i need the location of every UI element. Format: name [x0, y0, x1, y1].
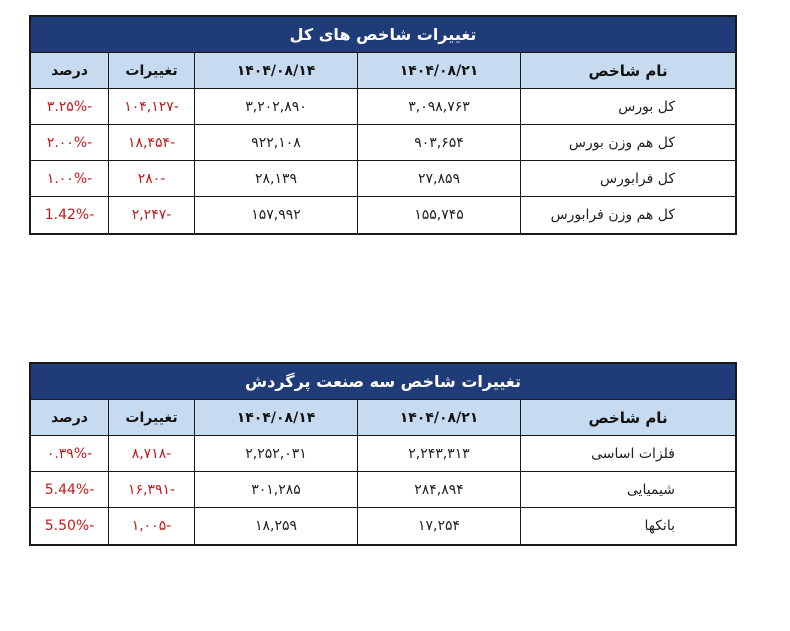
percent-value: -۳.۲۵%: [46, 98, 93, 115]
change-value: -۱۸,۴۵۴: [108, 125, 194, 160]
change-value: -۸,۷۱۸: [108, 436, 194, 471]
percent-value: -۲.۰۰%: [46, 134, 93, 151]
header-date-1: ۱۴۰۴/۰۸/۲۱: [357, 53, 520, 88]
percent-value: -۱.۰۰%: [46, 170, 93, 187]
table-row: کل بورس ۳,۰۹۸,۷۶۳ ۳,۲۰۲,۸۹۰ -۱۰۴,۱۲۷ -۳.…: [31, 89, 735, 125]
change-value: -۲۸۰: [108, 161, 194, 196]
value-date-2: ۱۸,۲۵۹: [194, 508, 357, 544]
value-date-1: ۹۰۳,۶۵۴: [357, 125, 520, 160]
percent-value: -1.42%: [44, 207, 95, 223]
header-row: نام شاخص ۱۴۰۴/۰۸/۲۱ ۱۴۰۴/۰۸/۱۴ تغییرات د…: [31, 53, 735, 89]
value-date-1: ۳,۰۹۸,۷۶۳: [357, 89, 520, 124]
index-name: فلزات اساسی: [520, 436, 735, 471]
value-date-2: ۳,۲۰۲,۸۹۰: [194, 89, 357, 124]
table-row: بانکها ۱۷,۲۵۴ ۱۸,۲۵۹ -۱,۰۰۵ -5.50%: [31, 508, 735, 544]
top-industries-table: تغییرات شاخص سه صنعت پرگردش نام شاخص ۱۴۰…: [29, 362, 737, 546]
index-name: کل فرابورس: [520, 161, 735, 196]
value-date-1: ۱۵۵,۷۴۵: [357, 197, 520, 233]
table-row: کل هم وزن بورس ۹۰۳,۶۵۴ ۹۲۲,۱۰۸ -۱۸,۴۵۴ -…: [31, 125, 735, 161]
value-date-1: ۲,۲۴۳,۳۱۳: [357, 436, 520, 471]
index-name: کل هم وزن بورس: [520, 125, 735, 160]
table-row: کل هم وزن فرابورس ۱۵۵,۷۴۵ ۱۵۷,۹۹۲ -۲,۲۴۷…: [31, 197, 735, 233]
value-date-2: ۲۸,۱۳۹: [194, 161, 357, 196]
change-value: -۱,۰۰۵: [108, 508, 194, 544]
change-value: -۲,۲۴۷: [108, 197, 194, 233]
index-name: کل هم وزن فرابورس: [520, 197, 735, 233]
header-row: نام شاخص ۱۴۰۴/۰۸/۲۱ ۱۴۰۴/۰۸/۱۴ تغییرات د…: [31, 400, 735, 436]
table-row: شیمیایی ۲۸۴,۸۹۴ ۳۰۱,۲۸۵ -۱۶,۳۹۱ -5.44%: [31, 472, 735, 508]
table-title: تغییرات شاخص سه صنعت پرگردش: [31, 364, 735, 400]
index-name: شیمیایی: [520, 472, 735, 507]
value-date-1: ۱۷,۲۵۴: [357, 508, 520, 544]
change-value: -۱۰۴,۱۲۷: [108, 89, 194, 124]
percent-value: -5.50%: [44, 518, 95, 534]
header-percent: درصد: [51, 409, 88, 426]
header-change: تغییرات: [108, 53, 194, 88]
percent-value: -۰.۳۹%: [46, 445, 93, 462]
total-indices-table: تغییرات شاخص های کل نام شاخص ۱۴۰۴/۰۸/۲۱ …: [29, 15, 737, 235]
value-date-2: ۲,۲۵۲,۰۳۱: [194, 436, 357, 471]
value-date-1: ۲۷,۸۵۹: [357, 161, 520, 196]
value-date-2: ۱۵۷,۹۹۲: [194, 197, 357, 233]
table-row: کل فرابورس ۲۷,۸۵۹ ۲۸,۱۳۹ -۲۸۰ -۱.۰۰%: [31, 161, 735, 197]
header-change: تغییرات: [108, 400, 194, 435]
header-index-name: نام شاخص: [520, 400, 735, 435]
value-date-1: ۲۸۴,۸۹۴: [357, 472, 520, 507]
index-name: بانکها: [520, 508, 735, 544]
header-date-2: ۱۴۰۴/۰۸/۱۴: [194, 53, 357, 88]
header-index-name: نام شاخص: [520, 53, 735, 88]
change-value: -۱۶,۳۹۱: [108, 472, 194, 507]
value-date-2: ۹۲۲,۱۰۸: [194, 125, 357, 160]
header-percent: درصد: [51, 62, 88, 79]
value-date-2: ۳۰۱,۲۸۵: [194, 472, 357, 507]
header-date-1: ۱۴۰۴/۰۸/۲۱: [357, 400, 520, 435]
index-name: کل بورس: [520, 89, 735, 124]
header-date-2: ۱۴۰۴/۰۸/۱۴: [194, 400, 357, 435]
table-title: تغییرات شاخص های کل: [31, 17, 735, 53]
percent-value: -5.44%: [44, 481, 95, 498]
table-row: فلزات اساسی ۲,۲۴۳,۳۱۳ ۲,۲۵۲,۰۳۱ -۸,۷۱۸ -…: [31, 436, 735, 472]
